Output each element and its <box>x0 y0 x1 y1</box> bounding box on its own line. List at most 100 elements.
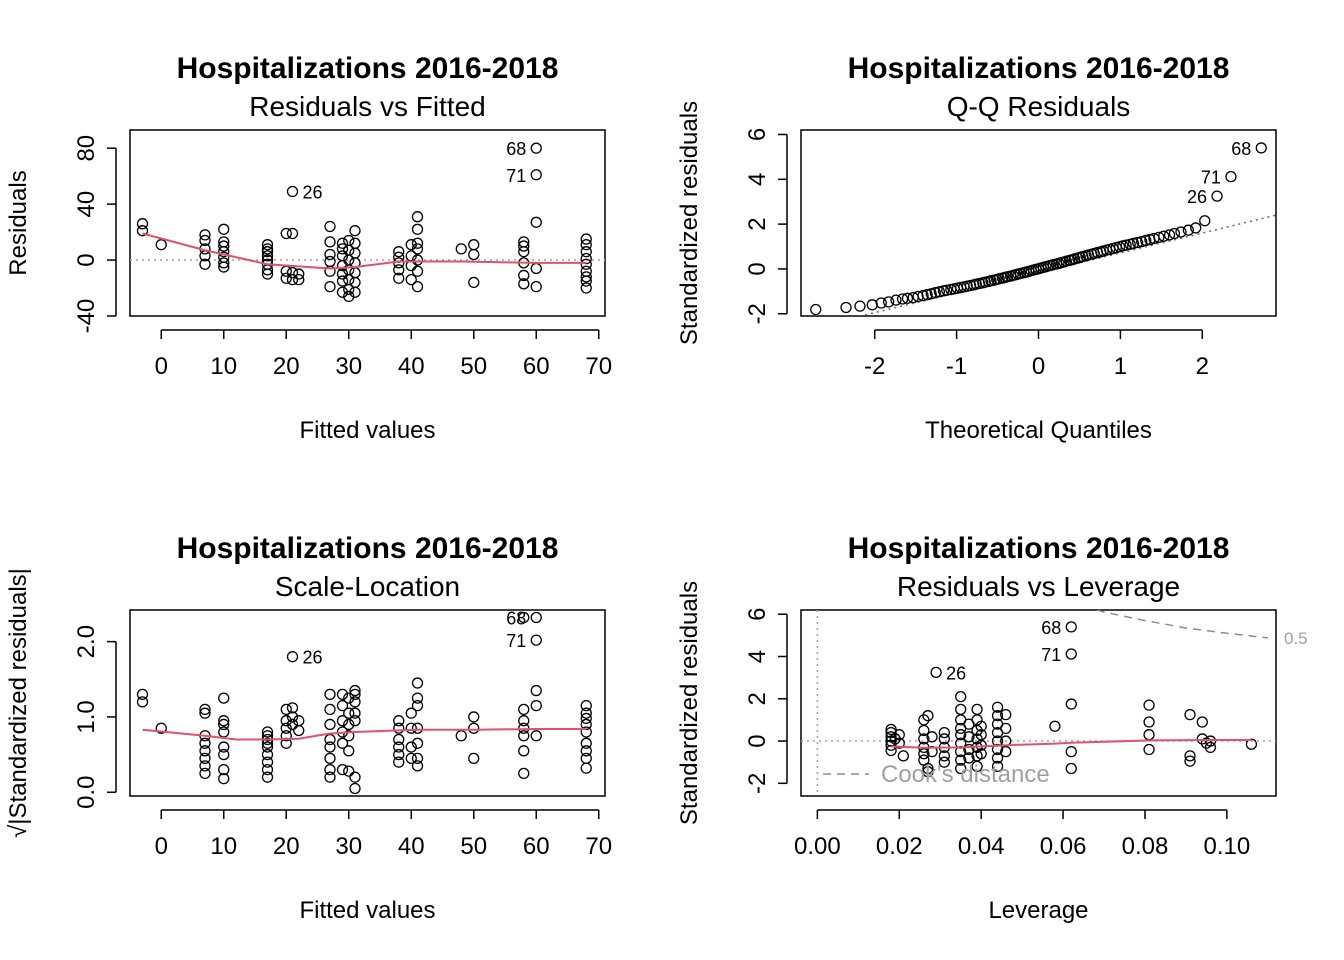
data-point <box>261 243 274 255</box>
data-point <box>580 275 592 287</box>
smooth-line <box>142 232 587 270</box>
data-point <box>343 730 355 742</box>
data-point <box>286 651 299 663</box>
y-axis-title: √|Standardized residuals| <box>5 568 32 838</box>
data-point <box>199 707 211 719</box>
data-point <box>405 741 417 753</box>
x-tick-label: 0.02 <box>876 833 923 860</box>
data-point <box>933 286 946 298</box>
data-point <box>349 237 361 249</box>
data-point <box>293 273 305 286</box>
x-tick-label: 10 <box>210 833 237 860</box>
data-point <box>1168 227 1181 240</box>
data-point <box>938 756 950 768</box>
chart-title: Hospitalizations 2016-2018 <box>177 52 559 85</box>
x-tick-label: 0.04 <box>958 833 1005 860</box>
y-tick-label: 80 <box>73 135 100 162</box>
data-point <box>286 227 299 240</box>
data-point <box>218 692 230 704</box>
data-point <box>580 737 592 749</box>
data-point <box>1000 722 1012 735</box>
data-point <box>286 273 299 286</box>
data-point <box>349 225 361 237</box>
data-point <box>286 718 299 731</box>
plot-frame <box>129 609 606 797</box>
data-point <box>518 611 530 624</box>
data-point <box>199 229 211 241</box>
point-label-68: 68 <box>1231 139 1251 159</box>
legend-cooks-label: Cook's distance <box>881 761 1050 788</box>
data-point <box>286 711 299 723</box>
x-tick-label: 40 <box>398 833 425 860</box>
data-point <box>343 765 355 777</box>
data-point <box>893 729 905 741</box>
data-point <box>518 246 530 258</box>
data-point <box>293 268 305 280</box>
data-point <box>885 726 897 739</box>
point-label-26: 26 <box>946 663 966 683</box>
data-point <box>286 185 299 198</box>
data-point <box>921 289 933 301</box>
smooth-line <box>142 727 587 741</box>
point-label-68: 68 <box>506 609 526 629</box>
data-point <box>1000 745 1012 758</box>
x-tick-label: 0 <box>155 353 168 380</box>
plot-frame <box>800 129 1277 317</box>
data-point <box>1184 708 1196 721</box>
data-point <box>1065 745 1077 758</box>
data-point <box>963 731 975 743</box>
data-point <box>917 289 929 302</box>
data-point <box>580 762 592 774</box>
data-point <box>922 766 934 778</box>
data-point <box>393 741 405 753</box>
data-point <box>468 752 480 764</box>
y-tick-label: 0.0 <box>73 776 100 809</box>
data-point <box>411 677 424 689</box>
data-point <box>580 239 592 251</box>
data-point <box>1143 699 1155 711</box>
data-point <box>991 710 1004 722</box>
data-point <box>893 737 905 749</box>
data-point <box>885 744 897 757</box>
data-point <box>199 752 211 764</box>
data-point <box>393 748 405 761</box>
data-point <box>349 286 361 298</box>
y-tick-label: 6 <box>744 608 771 621</box>
data-point <box>840 301 852 314</box>
data-point <box>199 234 211 247</box>
data-point <box>468 276 480 289</box>
x-tick-label: 0.06 <box>1040 833 1087 860</box>
point-label-71: 71 <box>506 166 526 186</box>
data-point <box>393 722 405 734</box>
data-point <box>411 280 424 293</box>
data-point <box>261 246 274 258</box>
data-point <box>405 722 417 734</box>
x-tick-label: 20 <box>273 833 300 860</box>
point-label-71: 71 <box>1041 645 1061 665</box>
data-point <box>530 262 542 275</box>
data-point <box>1196 716 1208 728</box>
data-point <box>324 280 336 293</box>
data-point <box>324 763 336 776</box>
x-axis-title: Leverage <box>988 897 1088 924</box>
y-tick-label: 2 <box>744 692 771 705</box>
data-point <box>324 752 336 764</box>
x-tick-label: -1 <box>946 353 967 380</box>
data-point <box>343 718 355 731</box>
data-point <box>941 284 953 296</box>
data-point <box>885 739 897 751</box>
data-point <box>261 726 274 738</box>
data-point <box>975 748 987 760</box>
point-label-26: 26 <box>303 648 323 668</box>
data-point <box>199 703 211 716</box>
y-tick-label: 0 <box>744 262 771 275</box>
point-label-71: 71 <box>1201 168 1221 188</box>
data-point <box>349 276 361 289</box>
data-point <box>411 752 424 764</box>
data-point <box>938 726 950 739</box>
data-point <box>261 748 274 761</box>
data-point <box>411 692 424 704</box>
data-point <box>336 237 349 249</box>
chart-subtitle: Q-Q Residuals <box>947 91 1131 122</box>
